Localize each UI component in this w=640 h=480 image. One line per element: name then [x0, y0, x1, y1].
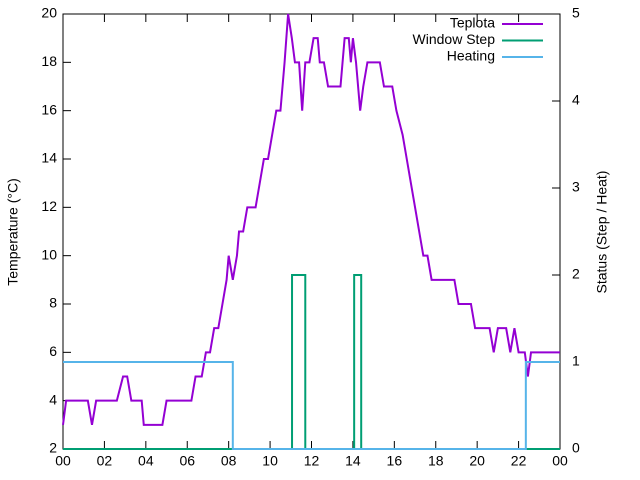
- legend-label: Teplota: [450, 15, 495, 31]
- x-tick-label: 20: [469, 453, 485, 469]
- y-axis-label: Temperature (°C): [5, 178, 21, 286]
- x-tick-label: 04: [138, 453, 154, 469]
- plot-frame: [62, 13, 561, 450]
- y-tick-label: 12: [41, 198, 57, 214]
- x-tick-label: 22: [511, 453, 527, 469]
- y2-tick-label: 1: [572, 353, 580, 369]
- y-tick-label: 2: [49, 440, 57, 456]
- x-tick-label: 00: [552, 453, 568, 469]
- x-tick-label: 18: [428, 453, 444, 469]
- series-line: [63, 361, 560, 450]
- y2-tick-label: 3: [572, 179, 580, 195]
- x-tick-label: 10: [262, 453, 278, 469]
- y-tick-label: 18: [41, 53, 57, 69]
- y2-tick-label: 4: [572, 92, 580, 108]
- y-tick-label: 14: [41, 150, 57, 166]
- x-tick-label: 00: [55, 453, 71, 469]
- x-tick-label: 16: [387, 453, 403, 469]
- y-tick-label: 10: [41, 246, 57, 262]
- x-tick-label: 02: [97, 453, 113, 469]
- x-tick-label: 06: [179, 453, 195, 469]
- y-tick-label: 4: [49, 391, 57, 407]
- y2-tick-label: 2: [572, 266, 580, 282]
- y-tick-label: 8: [49, 295, 57, 311]
- y2-tick-label: 0: [572, 440, 580, 456]
- y-tick-label: 20: [41, 5, 57, 21]
- series-line: [62, 13, 560, 426]
- y-tick-label: 16: [41, 101, 57, 117]
- y2-axis-label: Status (Step / Heat): [594, 171, 610, 294]
- x-tick-label: 12: [304, 453, 320, 469]
- y-tick-label: 6: [49, 343, 57, 359]
- x-tick-label: 14: [345, 453, 361, 469]
- legend-label: Heating: [447, 48, 495, 64]
- y2-tick-label: 5: [572, 5, 580, 21]
- legend-label: Window Step: [413, 31, 496, 47]
- x-tick-label: 08: [221, 453, 237, 469]
